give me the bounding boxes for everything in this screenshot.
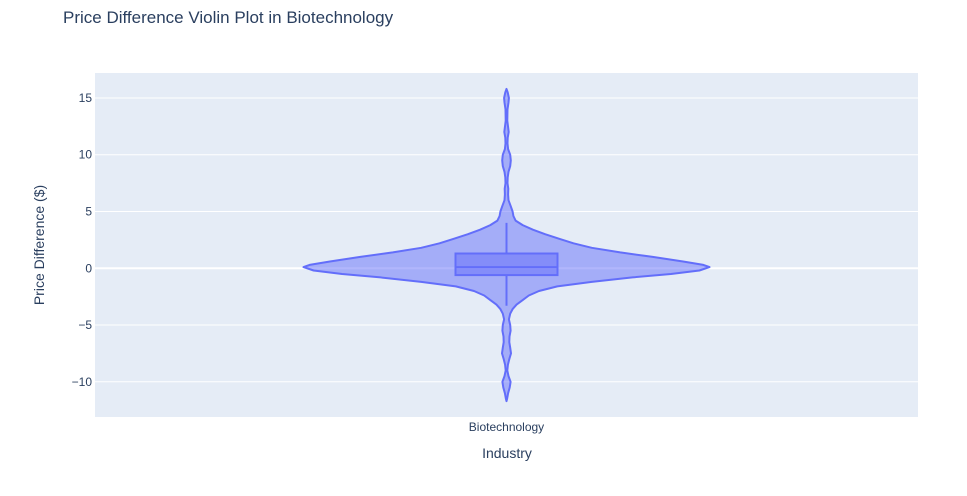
y-tick-label: 0 [85,261,92,275]
x-tick-label: Biotechnology [469,420,544,434]
violin-layer [302,87,711,403]
iqr-box [454,252,559,277]
y-tick-label: 5 [85,205,92,219]
x-axis-title: Industry [482,445,532,461]
y-tick-label: −5 [78,318,92,332]
y-axis-title: Price Difference ($) [31,185,47,305]
y-tick-label: 15 [79,91,93,105]
y-tick-label: 10 [79,148,93,162]
tick-layer: 15 10 5 0 −5 −10 Biotechnology [72,91,545,434]
y-tick-label: −10 [72,375,93,389]
chart-title: Price Difference Violin Plot in Biotechn… [63,8,394,27]
